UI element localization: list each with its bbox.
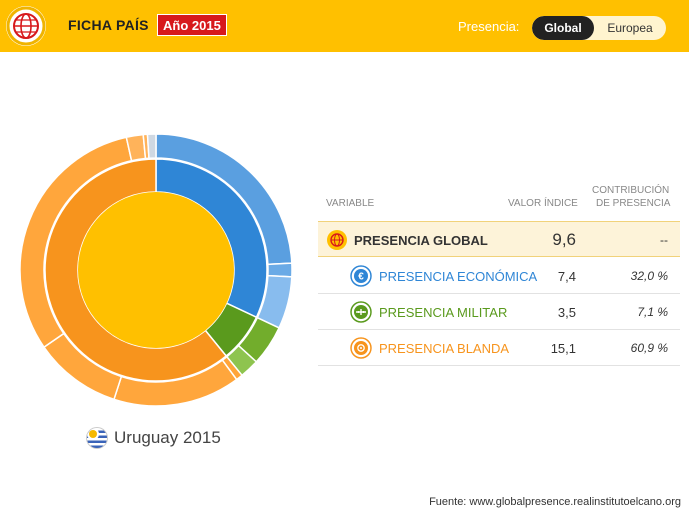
page-title: FICHA PAÍS bbox=[68, 17, 149, 33]
row-contrib-economica: 32,0 % bbox=[630, 269, 668, 283]
logo[interactable] bbox=[6, 6, 46, 46]
row-contrib-global: -- bbox=[660, 233, 668, 247]
table-row-militar[interactable]: PRESENCIA MILITAR 3,5 7,1 % bbox=[318, 294, 680, 330]
presence-sunburst-chart bbox=[20, 134, 292, 406]
uruguay-flag-icon bbox=[86, 427, 108, 449]
presence-label: Presencia: bbox=[458, 19, 520, 34]
row-valor-economica: 7,4 bbox=[557, 269, 576, 284]
row-label-economica: PRESENCIA ECONÓMICA bbox=[379, 269, 538, 284]
toggle-global-button[interactable]: Global bbox=[532, 16, 594, 40]
header-contribucion: CONTRIBUCIÓN bbox=[592, 185, 670, 196]
globe-icon bbox=[327, 230, 347, 250]
header-valor-indice: VALOR ÍNDICE bbox=[508, 198, 578, 209]
soft-power-icon bbox=[350, 337, 372, 359]
row-label-militar: PRESENCIA MILITAR bbox=[379, 305, 508, 320]
row-contrib-militar: 7,1 % bbox=[637, 305, 668, 319]
header-de-presencia: DE PRESENCIA bbox=[596, 198, 671, 209]
toggle-europea-button[interactable]: Europea bbox=[607, 21, 653, 35]
table-row-global[interactable]: PRESENCIA GLOBAL 9,6 -- bbox=[318, 221, 680, 257]
outer-ring-segment-1[interactable] bbox=[267, 262, 292, 278]
row-contrib-blanda: 60,9 % bbox=[630, 341, 668, 355]
row-valor-global: 9,6 bbox=[552, 230, 576, 249]
row-label-global: PRESENCIA GLOBAL bbox=[354, 233, 488, 248]
row-valor-blanda: 15,1 bbox=[550, 341, 576, 356]
table-row-economica[interactable]: € PRESENCIA ECONÓMICA 7,4 32,0 % bbox=[318, 258, 680, 294]
military-plane-icon bbox=[350, 301, 372, 323]
svg-text:€: € bbox=[358, 272, 364, 283]
year-badge[interactable]: Año 2015 bbox=[157, 14, 227, 36]
euro-icon: € bbox=[350, 265, 372, 287]
header-bar: FICHA PAÍS Año 2015 Presencia: Global Eu… bbox=[0, 0, 689, 52]
row-valor-militar: 3,5 bbox=[557, 305, 576, 320]
inner-ring-segment-2[interactable] bbox=[44, 158, 228, 382]
outer-ring-segment-11[interactable] bbox=[146, 134, 157, 160]
presence-toggle: Global Europea bbox=[532, 16, 666, 40]
header-variable: VARIABLE bbox=[326, 198, 375, 209]
source-footer: Fuente: www.globalpresence.realinstituto… bbox=[429, 496, 681, 508]
country-name: Uruguay 2015 bbox=[114, 428, 221, 447]
center-global-disc[interactable] bbox=[78, 192, 234, 348]
globe-logo-icon bbox=[6, 6, 46, 46]
row-label-blanda: PRESENCIA BLANDA bbox=[379, 341, 510, 356]
table-row-blanda[interactable]: PRESENCIA BLANDA 15,1 60,9 % bbox=[318, 330, 680, 366]
